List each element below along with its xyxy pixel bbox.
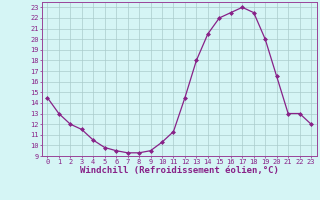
X-axis label: Windchill (Refroidissement éolien,°C): Windchill (Refroidissement éolien,°C) [80,166,279,175]
